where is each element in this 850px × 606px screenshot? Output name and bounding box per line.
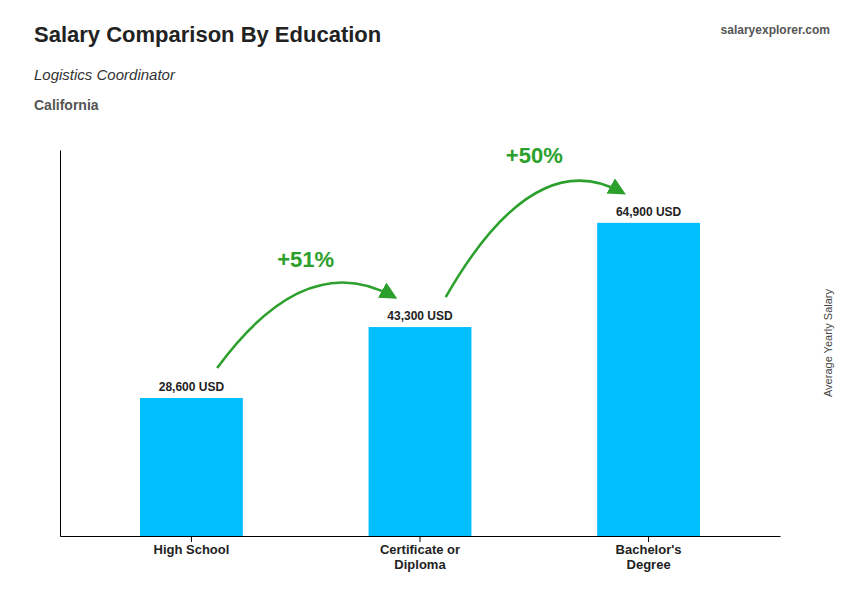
x-tick-label-line: High School xyxy=(154,542,230,557)
x-axis: High School Certificate orDiploma Bachelor… xyxy=(61,536,781,572)
bar xyxy=(140,398,243,536)
plot-area: High School Certificate orDiploma Bachelor… xyxy=(61,143,781,572)
x-tick: Certificate orDiploma xyxy=(380,536,460,572)
x-tick-label: Bachelor'sDegree xyxy=(616,542,682,572)
x-tick-label: Certificate orDiploma xyxy=(380,542,460,572)
annotation: +50% xyxy=(506,143,563,168)
x-tick-mark xyxy=(420,536,421,542)
title: Salary Comparison By Education xyxy=(34,22,381,47)
x-tick-mark xyxy=(191,536,192,542)
chart: Salary Comparison By Education salaryexpl… xyxy=(0,0,850,606)
x-tick-label: High School xyxy=(154,542,230,557)
bar xyxy=(597,223,700,536)
location: California xyxy=(34,97,99,113)
data-label: 28,600 USD xyxy=(159,380,225,394)
bars xyxy=(140,223,700,536)
data-label: 43,300 USD xyxy=(387,309,453,323)
watermark: salaryexplorer.com xyxy=(721,23,830,37)
annotation-arrow xyxy=(446,181,623,297)
x-tick-label-line: Degree xyxy=(627,557,671,572)
x-tick-label-line: Diploma xyxy=(394,557,446,572)
annotation: +51% xyxy=(277,247,334,272)
x-tick-label-line: Certificate or xyxy=(380,542,460,557)
y-axis xyxy=(60,151,61,537)
annotation-arrow xyxy=(217,282,394,368)
data-label: 64,900 USD xyxy=(616,205,682,219)
x-tick-label-line: Bachelor's xyxy=(616,542,682,557)
x-tick: High School xyxy=(154,536,230,557)
x-tick-mark xyxy=(648,536,649,542)
x-tick: Bachelor'sDegree xyxy=(616,536,682,572)
bar xyxy=(369,327,472,536)
y-axis-line xyxy=(60,151,61,537)
data-labels: 28,600 USD 43,300 USD 64,900 USD xyxy=(159,205,682,394)
y-axis-title: Average Yearly Salary xyxy=(822,288,834,397)
annotations: +51% +50% xyxy=(217,143,623,368)
subtitle: Logistics Coordinator xyxy=(34,66,176,83)
